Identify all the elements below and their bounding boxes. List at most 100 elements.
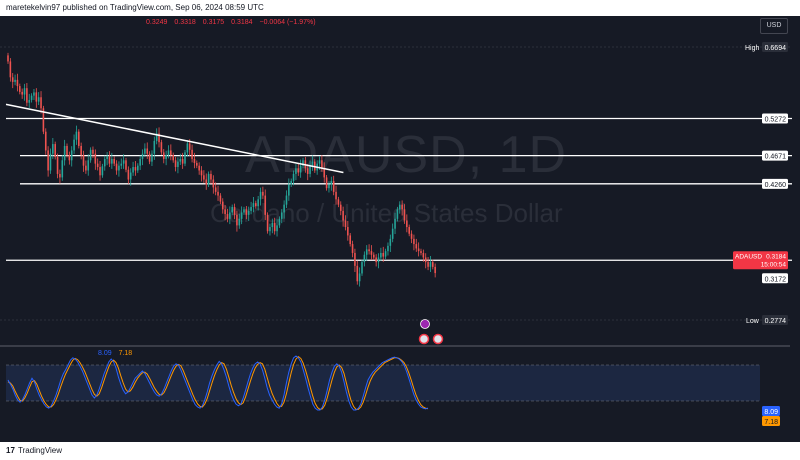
us-flag-icon [434,335,443,344]
candle-body [272,223,274,227]
candle-body [116,164,118,171]
candle-body [85,166,87,171]
candle-body [28,100,30,103]
candle-body [78,132,80,146]
candle-body [113,159,115,164]
candle-body [234,207,236,215]
candle-body [26,88,28,103]
stoch-d-axis-label: 7.18 [764,419,778,426]
candle-body [338,199,340,204]
candle-body [175,160,177,167]
candle-body [359,273,361,281]
candle-body [224,209,226,214]
candle-body [130,173,132,180]
candle-body [64,146,66,160]
chart-grid [0,47,790,346]
candle-body [423,253,425,258]
candle-body [420,251,422,253]
candle-body [217,192,219,196]
candle-body [146,149,148,154]
candle-body [246,209,248,215]
candle-body [66,146,68,155]
tradingview-logo: 17 TradingView [6,446,62,455]
candle-body [83,155,85,166]
candle-body [125,160,127,169]
candle-body [14,80,16,82]
candle-body [144,149,146,154]
candle-body [184,152,186,163]
candle-body [61,160,63,177]
candle-body [201,170,203,175]
low-caption: Low [746,318,760,325]
us-flag-icon [420,335,429,344]
candle-body [347,227,349,235]
candle-body [264,196,266,215]
candle-body [397,209,399,219]
candle-body [427,262,429,267]
candle-body [170,150,172,155]
candle-body [276,225,278,231]
candle-body [241,212,243,218]
candle-body [335,192,337,199]
candle-body [191,150,193,159]
candle-body [406,220,408,227]
candle-body [208,174,210,185]
candle-body [132,167,134,172]
candle-body [255,203,257,206]
candle-body [368,249,370,251]
footer-bar [0,442,800,460]
candle-body [312,162,314,166]
candle-body [102,166,104,175]
candle-body [128,170,130,180]
candle-body [432,262,434,267]
candle-body [31,96,33,100]
candle-body [57,157,59,174]
candle-body [187,143,189,152]
candle-body [413,239,415,244]
candle-body [154,141,156,154]
candle-body [279,219,281,226]
candle-body [352,244,354,253]
candle-body [80,146,82,155]
high-caption: High [745,45,760,52]
candle-body [222,202,224,210]
candle-body [189,143,191,149]
candle-body [321,160,323,168]
candle-body [24,88,26,94]
candle-body [331,181,333,185]
level-label: 0.3172 [765,276,787,283]
candle-body [238,219,240,226]
candle-body [92,150,94,154]
candle-body [283,205,285,213]
candle-body [168,150,170,155]
candle-body [165,155,167,159]
candle-body [286,196,288,205]
candle-body [380,253,382,258]
candle-body [248,211,250,215]
candle-body [411,234,413,239]
candle-body [76,132,78,140]
candle-body [151,154,153,162]
level-label: 0.5272 [765,116,787,123]
candle-body [59,174,61,178]
candle-body [137,166,139,171]
candle-body [182,159,184,164]
candle-body [139,159,141,166]
event-markers [420,320,443,344]
candle-body [293,174,295,181]
candle-body [257,199,259,206]
tradingview-logo-icon: 17 [6,446,18,455]
candle-body [349,235,351,244]
candle-body [97,164,99,167]
candle-body [297,168,299,172]
candle-body [161,142,163,152]
stoch-k-axis-label: 8.09 [764,409,778,416]
candle-body [172,155,174,160]
candle-body [149,154,151,162]
candle-body [387,246,389,251]
candle-body [227,214,229,219]
candle-body [52,144,54,154]
candle-body [47,150,49,170]
candle-body [54,144,56,157]
